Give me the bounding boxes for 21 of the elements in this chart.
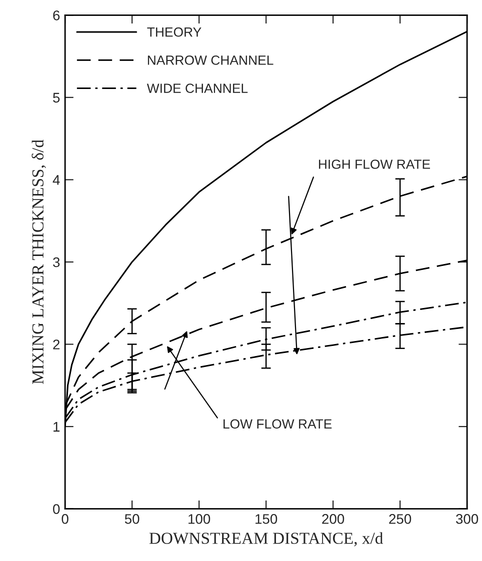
x-tick-label: 300: [456, 514, 478, 524]
y-tick-label: 5: [53, 92, 60, 103]
x-tick-label: 100: [188, 514, 210, 524]
annotation: LOW FLOW RATE: [224, 419, 332, 429]
annotation: HIGH FLOW RATE: [318, 160, 430, 169]
y-tick-label: 1: [54, 422, 60, 432]
y-axis-title: MIXING LAYER THICKNESS, δ/d: [32, 140, 46, 384]
x-axis-title: DOWNSTREAM DISTANCE, x/d: [149, 532, 384, 546]
y-tick-label: 3: [53, 257, 60, 268]
y-tick-label: 2: [53, 340, 60, 350]
x-tick-label: 200: [322, 514, 344, 524]
legend-label: THEORY: [147, 27, 202, 37]
y-tick-label: 0: [53, 504, 60, 514]
x-tick-label: 0: [62, 514, 68, 524]
y-tick-label: 6: [53, 10, 60, 20]
y-tick-label: 4: [52, 175, 60, 185]
legend-label: NARROW CHANNEL: [148, 56, 274, 65]
x-tick-label: 150: [256, 514, 278, 524]
x-tick-label: 250: [389, 514, 412, 524]
x-tick-label: 50: [124, 514, 140, 524]
legend-label: WIDE CHANNEL: [146, 84, 248, 93]
